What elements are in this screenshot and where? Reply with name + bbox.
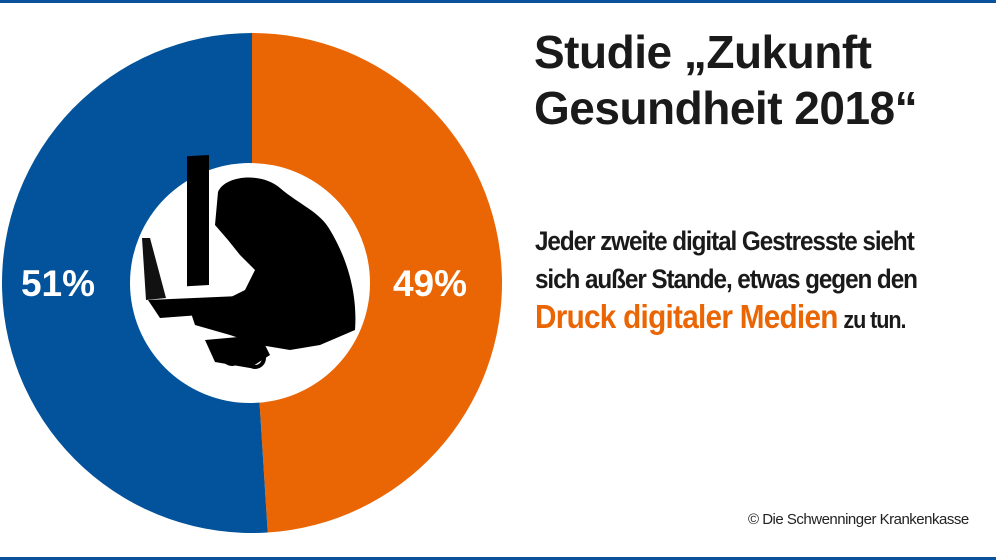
title-line-2: Gesundheit 2018“ — [534, 82, 918, 134]
stressed-person-icon — [142, 155, 356, 369]
slice-orange-49 — [252, 33, 503, 533]
slice-label-blue: 51% — [21, 263, 95, 304]
statement-line-1: Jeder zweite digital Gestresste sieht — [535, 226, 915, 256]
donut-chart: 51% 49% — [2, 33, 503, 533]
statement-tail: zu tun. — [843, 307, 906, 334]
statement-highlight: Druck digitaler Medien — [535, 298, 838, 335]
copyright-notice: © Die Schwenninger Krankenkasse — [748, 511, 969, 528]
page-title: Studie „Zukunft Gesundheit 2018“ — [534, 24, 918, 136]
title-line-1: Studie „Zukunft — [534, 26, 872, 78]
frame-bottom-line — [0, 557, 996, 560]
statement-line-2: sich außer Stande, etwas gegen den — [535, 264, 918, 294]
frame-top-line — [0, 0, 996, 3]
slice-label-orange: 49% — [393, 263, 467, 304]
statement-text: Jeder zweite digital Gestresste sieht si… — [535, 222, 918, 340]
